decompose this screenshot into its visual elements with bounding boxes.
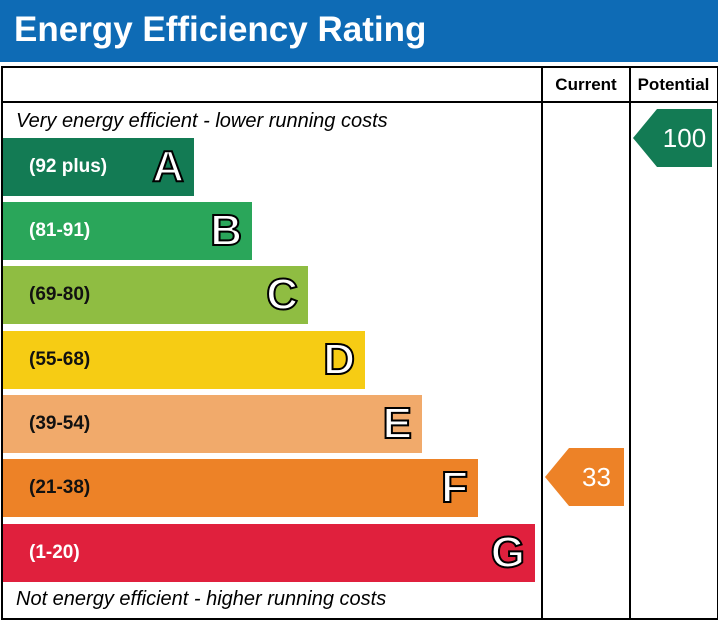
band-g: (1-20) G — [3, 524, 535, 582]
band-letter: G — [490, 527, 526, 578]
band-c: (69-80) C — [3, 266, 308, 324]
current-rating-arrow: 33 — [545, 448, 624, 506]
header-row-divider — [1, 101, 717, 103]
band-letter: E — [382, 398, 413, 449]
band-range-label: (55-68) — [29, 349, 91, 370]
band-range-label: (1-20) — [29, 542, 80, 563]
potential-column-divider — [629, 66, 631, 618]
band-e: (39-54) E — [3, 395, 422, 453]
bottom-caption: Not energy efficient - higher running co… — [16, 588, 387, 610]
band-range-label: (92 plus) — [29, 156, 108, 177]
band-range-label: (81-91) — [29, 220, 91, 241]
band-range-label: (69-80) — [29, 284, 91, 305]
band-a: (92 plus) A — [3, 138, 194, 196]
band-range-label: (39-54) — [29, 413, 91, 434]
band-f: (21-38) F — [3, 459, 478, 517]
band-d: (55-68) D — [3, 331, 365, 389]
potential-rating-value: 100 — [662, 123, 707, 153]
band-letter: B — [209, 205, 243, 256]
current-column-divider — [541, 66, 543, 618]
band-letter: F — [440, 462, 469, 513]
chart-title: Energy Efficiency Rating — [14, 10, 427, 49]
current-column-header: Current — [555, 75, 617, 94]
band-letter: D — [322, 334, 356, 385]
header-bar: Energy Efficiency Rating — [0, 0, 718, 62]
band-letter: C — [265, 269, 299, 320]
band-b: (81-91) B — [3, 202, 252, 260]
band-range-label: (21-38) — [29, 477, 91, 498]
current-rating-value: 33 — [582, 462, 611, 492]
top-caption: Very energy efficient - lower running co… — [16, 110, 388, 132]
potential-column-header: Potential — [637, 75, 710, 94]
band-letter: A — [151, 141, 185, 192]
